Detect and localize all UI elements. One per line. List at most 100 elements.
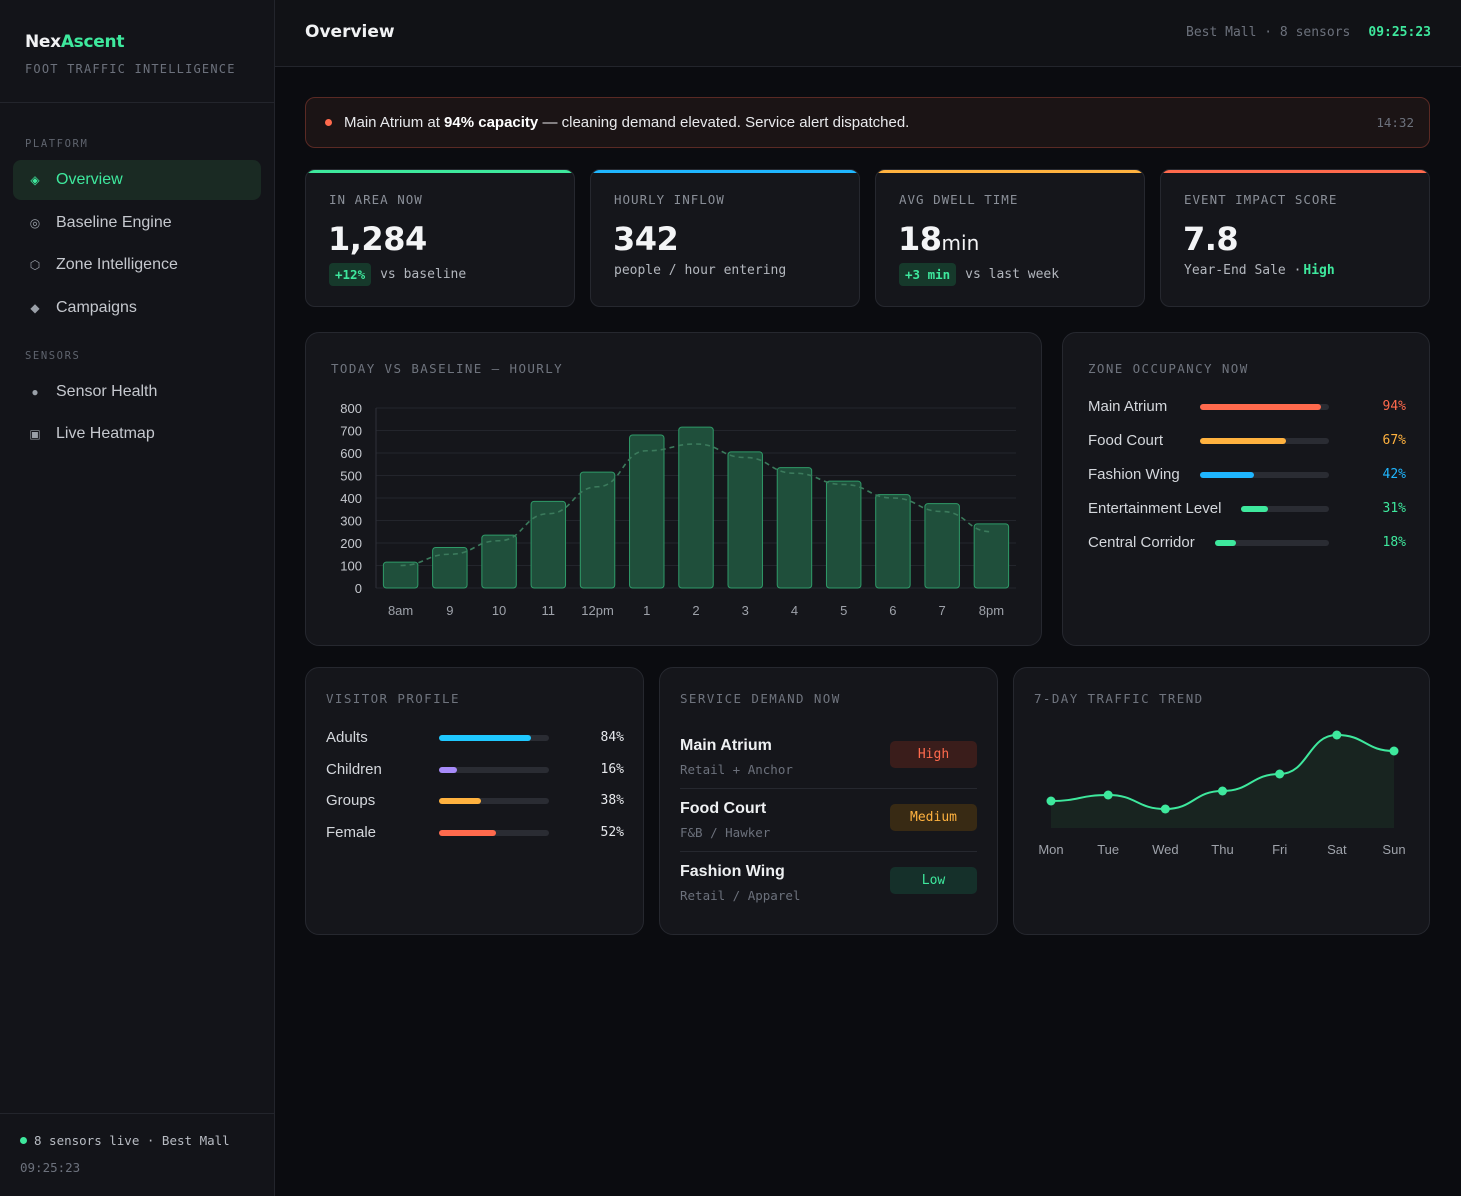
zone-occupancy-fill bbox=[1241, 506, 1269, 512]
kpi-value-unit: min bbox=[941, 231, 980, 255]
visitor-profile-panel: VISITOR PROFILE Adults 84% Children 16% Grou… bbox=[305, 667, 644, 935]
visitor-profile-row: Female 52% bbox=[326, 823, 624, 843]
diamond-dot-icon: ◈ bbox=[30, 173, 40, 187]
visitor-profile-row: Groups 38% bbox=[326, 791, 624, 811]
x-tick-label: Mon bbox=[1038, 842, 1063, 857]
hourly-bar[interactable] bbox=[776, 467, 813, 589]
x-tick-label: Thu bbox=[1211, 842, 1233, 857]
x-tick-label: 7 bbox=[939, 603, 946, 618]
sidebar-item-sensor-health[interactable]: ● Sensor Health bbox=[13, 372, 261, 412]
x-tick-label: 10 bbox=[492, 603, 506, 618]
x-tick-label: 8pm bbox=[979, 603, 1004, 618]
row-divider bbox=[680, 788, 977, 789]
profile-segment-name: Groups bbox=[326, 792, 376, 809]
zone-occupancy-percent: 42% bbox=[1382, 467, 1406, 482]
visitor-profile-row: Adults 84% bbox=[326, 728, 624, 748]
service-demand-row[interactable]: Fashion Wing Retail / Apparel Low bbox=[680, 863, 977, 926]
zone-row[interactable]: Central Corridor 18% bbox=[1088, 533, 1406, 553]
trend-point[interactable] bbox=[1103, 790, 1113, 800]
kpi-sub-label: people / hour entering bbox=[614, 263, 787, 278]
sidebar-item-label: Sensor Health bbox=[56, 382, 158, 400]
trend-point[interactable] bbox=[1389, 746, 1399, 756]
kpi-card-hourly-inflow[interactable]: HOURLY INFLOW 342 people / hour entering bbox=[590, 169, 860, 307]
x-tick-label: 11 bbox=[542, 603, 556, 618]
brand-logo[interactable]: NexAscent bbox=[25, 32, 249, 52]
brand-name-part2: Ascent bbox=[60, 32, 125, 52]
profile-bar-track bbox=[439, 829, 549, 836]
service-zone-category: Retail / Apparel bbox=[680, 888, 801, 903]
zone-row[interactable]: Fashion Wing 42% bbox=[1088, 465, 1406, 485]
visitor-profile-row: Children 16% bbox=[326, 760, 624, 780]
sidebar-item-zone-intelligence[interactable]: ⬡ Zone Intelligence bbox=[13, 245, 261, 285]
zone-name: Central Corridor bbox=[1088, 534, 1195, 551]
zone-row[interactable]: Main Atrium 94% bbox=[1088, 397, 1406, 417]
profile-bar-track bbox=[439, 735, 549, 741]
service-demand-row[interactable]: Food Court F&B / Hawker Medium bbox=[680, 800, 977, 863]
kpi-card-in-area-now[interactable]: IN AREA NOW 1,284 +12% vs baseline bbox=[305, 169, 575, 307]
hourly-bar[interactable] bbox=[727, 451, 763, 589]
trend-point[interactable] bbox=[1332, 730, 1342, 740]
sidebar-footer: 8 sensors live · Best Mall 09:25:23 bbox=[0, 1113, 274, 1196]
trend-point[interactable] bbox=[1160, 804, 1170, 814]
zone-occupancy-percent: 94% bbox=[1382, 399, 1406, 414]
hourly-bar[interactable] bbox=[924, 503, 960, 589]
nav-section-sensors: SENSORS bbox=[25, 349, 81, 362]
hourly-bar[interactable] bbox=[629, 434, 665, 589]
zone-name: Fashion Wing bbox=[1088, 466, 1180, 483]
alert-suffix: — cleaning demand elevated. Service aler… bbox=[538, 114, 910, 131]
kpi-accent-bar bbox=[876, 170, 1144, 173]
zone-occupancy-track bbox=[1200, 472, 1329, 478]
trend-area bbox=[1051, 735, 1394, 828]
zone-occupancy-track bbox=[1200, 404, 1329, 410]
capacity-alert-banner[interactable]: Main Atrium at 94% capacity — cleaning d… bbox=[305, 97, 1430, 148]
hourly-bar[interactable] bbox=[875, 494, 911, 589]
x-tick-label: Sun bbox=[1382, 842, 1405, 857]
hourly-bar[interactable] bbox=[432, 547, 468, 589]
hourly-bar[interactable] bbox=[530, 500, 567, 589]
profile-bar-fill bbox=[439, 735, 532, 741]
y-tick-label: 500 bbox=[340, 469, 362, 484]
hourly-bar[interactable] bbox=[579, 471, 616, 589]
y-tick-label: 700 bbox=[340, 424, 362, 439]
kpi-sub-label: vs baseline bbox=[380, 267, 467, 282]
dot-icon: ● bbox=[31, 384, 39, 399]
profile-percent: 38% bbox=[600, 793, 624, 808]
hourly-bar[interactable] bbox=[382, 561, 419, 589]
kpi-label: HOURLY INFLOW bbox=[614, 192, 725, 207]
hourly-bar[interactable] bbox=[481, 534, 517, 589]
y-tick-label: 800 bbox=[340, 401, 362, 416]
zone-name: Food Court bbox=[1088, 432, 1164, 449]
location-sensors: Best Mall · 8 sensors bbox=[1186, 25, 1351, 40]
sidebar-item-label: Live Heatmap bbox=[56, 425, 155, 442]
sidebar-item-campaigns[interactable]: ◆ Campaigns bbox=[13, 288, 261, 328]
trend-point[interactable] bbox=[1275, 769, 1285, 779]
hexagon-icon: ⬡ bbox=[29, 258, 41, 272]
sidebar-item-baseline-engine[interactable]: ◎ Baseline Engine bbox=[13, 203, 261, 243]
square-icon: ▣ bbox=[29, 427, 41, 441]
sidebar-item-overview[interactable]: ◈ Overview bbox=[13, 160, 261, 200]
kpi-value-number: 18 bbox=[898, 220, 942, 258]
service-demand-row[interactable]: Main Atrium Retail + Anchor High bbox=[680, 737, 977, 800]
hourly-bar[interactable] bbox=[825, 480, 862, 589]
y-tick-label: 400 bbox=[340, 491, 362, 506]
kpi-delta-pill: +3 min bbox=[899, 263, 957, 286]
x-tick-label: 5 bbox=[840, 603, 847, 618]
hourly-bar[interactable] bbox=[973, 523, 1010, 589]
y-tick-label: 300 bbox=[340, 514, 362, 529]
trend-point[interactable] bbox=[1218, 786, 1227, 796]
trend-point[interactable] bbox=[1046, 796, 1056, 806]
zone-row[interactable]: Food Court 67% bbox=[1088, 431, 1406, 451]
kpi-value: 342 bbox=[613, 220, 679, 258]
x-tick-label: Sat bbox=[1327, 842, 1347, 857]
brand-subtitle: FOOT TRAFFIC INTELLIGENCE bbox=[25, 62, 236, 76]
sidebar-item-live-heatmap[interactable]: ▣ Live Heatmap bbox=[13, 414, 261, 454]
x-tick-label: 3 bbox=[742, 603, 749, 618]
zone-row[interactable]: Entertainment Level 31% bbox=[1088, 499, 1406, 519]
service-zone-category: F&B / Hawker bbox=[680, 825, 771, 840]
profile-percent: 84% bbox=[600, 730, 624, 745]
sidebar-item-label: Overview bbox=[56, 171, 123, 188]
hourly-bar[interactable] bbox=[678, 426, 714, 589]
zone-occupancy-track bbox=[1200, 438, 1329, 444]
kpi-card-avg-dwell-time[interactable]: AVG DWELL TIME 18min +3 min vs last week bbox=[875, 169, 1145, 307]
kpi-card-event-impact-score[interactable]: EVENT IMPACT SCORE 7.8 Year-End Sale · H… bbox=[1160, 169, 1430, 307]
